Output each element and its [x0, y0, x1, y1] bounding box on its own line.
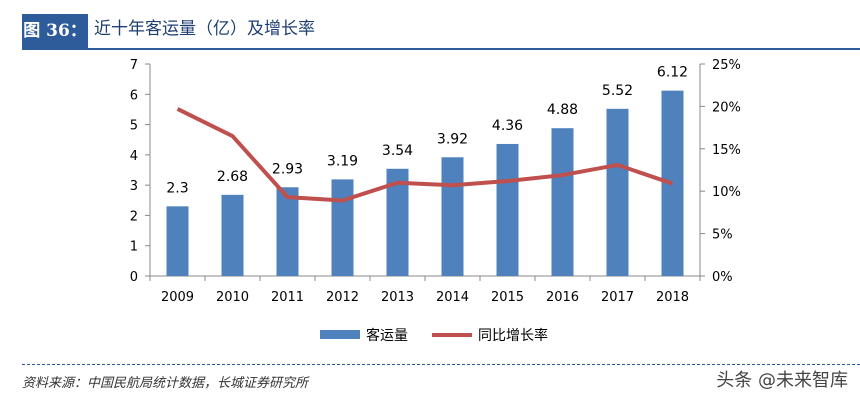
- x-tick-label: 2018: [656, 290, 689, 305]
- x-tick-label: 2010: [216, 290, 249, 305]
- growth-line: [176, 107, 674, 203]
- y-tick-label: 4: [130, 149, 138, 164]
- source-note: 资料来源：中国民航局统计数据，长城证券研究所: [22, 376, 309, 391]
- data-label: 2.93: [272, 161, 303, 177]
- watermark: 头条 @未来智库: [716, 370, 848, 391]
- data-label: 3.54: [382, 143, 413, 159]
- x-tick-label: 2012: [326, 290, 359, 305]
- legend-bar-label: 客运量: [366, 327, 408, 344]
- x-tick-label: 2009: [161, 290, 194, 305]
- y-tick-label: 7: [130, 58, 138, 73]
- data-label: 2.68: [217, 169, 248, 185]
- y2-tick-label: 15%: [712, 143, 741, 158]
- data-label: 5.52: [602, 83, 633, 99]
- bar: [606, 108, 629, 276]
- bar: [221, 194, 244, 276]
- data-label: 2.3: [166, 180, 188, 196]
- y-tick-label: 1: [130, 240, 138, 255]
- x-tick-label: 2014: [436, 290, 469, 305]
- x-tick-label: 2016: [546, 290, 579, 305]
- divider: [22, 364, 860, 365]
- figure-title: 近十年客运量（亿）及增长率: [94, 19, 315, 39]
- y2-tick-label: 10%: [712, 185, 741, 200]
- y-tick-label: 6: [130, 88, 138, 103]
- y2-tick-label: 20%: [712, 100, 741, 115]
- y2-tick-label: 25%: [712, 58, 741, 73]
- data-label: 3.19: [327, 153, 358, 169]
- y-tick-label: 0: [130, 270, 138, 285]
- bar: [276, 187, 299, 276]
- y2-tick-label: 5%: [712, 228, 733, 243]
- chart: 0 1 2 3 4 5 6 7 0% 5% 10% 15% 20% 25% 2009 2.3 2010 2.68 2…: [130, 58, 741, 344]
- x-tick-label: 2013: [381, 290, 414, 305]
- x-tick-label: 2011: [271, 290, 304, 305]
- bar: [166, 206, 189, 276]
- y2-tick-label: 0%: [712, 270, 733, 285]
- data-label: 3.92: [437, 131, 468, 147]
- bar: [386, 168, 409, 276]
- data-label: 4.88: [547, 102, 578, 118]
- y-tick-label: 2: [130, 209, 138, 224]
- bar: [496, 143, 519, 276]
- y-tick-label: 3: [130, 179, 138, 194]
- y-tick-label: 5: [130, 119, 138, 134]
- bar: [331, 179, 354, 276]
- x-tick-label: 2015: [491, 290, 524, 305]
- data-label: 6.12: [657, 65, 688, 81]
- bar: [551, 128, 574, 276]
- data-label: 4.36: [492, 118, 523, 134]
- x-tick-label: 2017: [601, 290, 634, 305]
- legend-line-label: 同比增长率: [478, 327, 548, 344]
- figure-number: 图 36：: [22, 14, 88, 48]
- figure-header: 图 36： 近十年客运量（亿）及增长率: [22, 14, 860, 50]
- legend-bar-swatch: [320, 330, 360, 339]
- bar: [441, 157, 464, 276]
